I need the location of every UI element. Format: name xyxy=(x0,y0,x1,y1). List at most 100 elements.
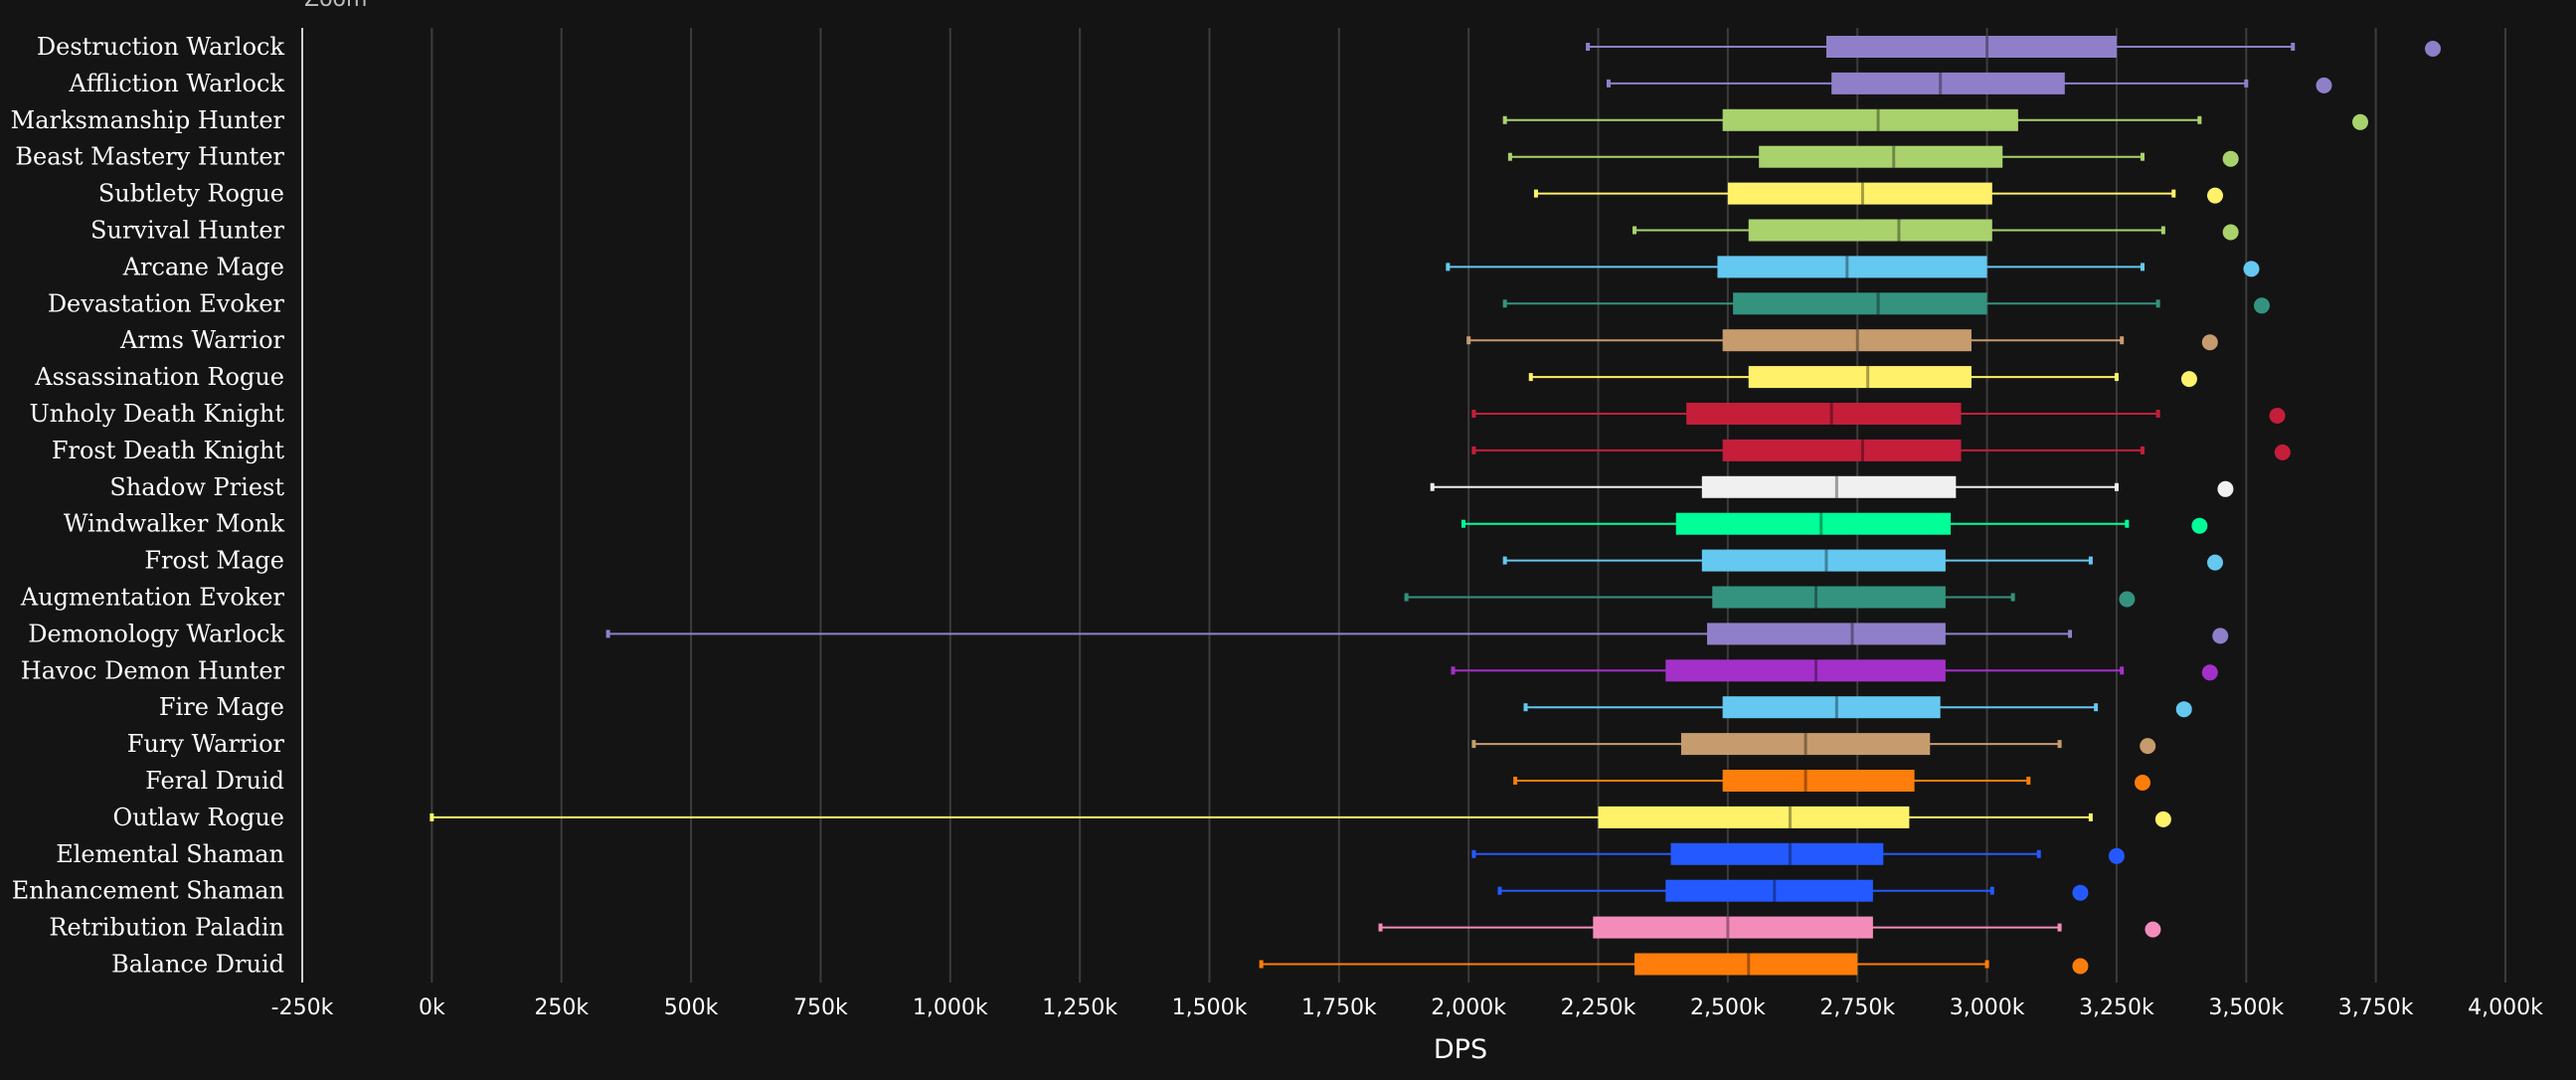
outlier-point[interactable] xyxy=(2145,921,2161,938)
box-group[interactable] xyxy=(429,806,2171,828)
outlier-point[interactable] xyxy=(2175,701,2192,718)
x-tick-label: 1,500k xyxy=(1172,995,1248,1020)
iqr-box[interactable] xyxy=(1701,549,1946,572)
outlier-point[interactable] xyxy=(2140,738,2156,755)
category-label: Arcane Mage xyxy=(122,253,284,280)
outlier-point[interactable] xyxy=(2108,847,2125,864)
category-label: Enhancement Shaman xyxy=(12,877,284,905)
iqr-box[interactable] xyxy=(1733,292,1987,315)
outlier-point[interactable] xyxy=(2253,297,2270,314)
outlier-point[interactable] xyxy=(2180,371,2197,388)
x-tick-label: 2,250k xyxy=(1561,995,1636,1020)
box-group[interactable] xyxy=(1471,439,2291,461)
iqr-box[interactable] xyxy=(1593,916,1873,939)
iqr-box[interactable] xyxy=(1675,512,1952,535)
outlier-point[interactable] xyxy=(2352,113,2369,130)
x-tick-label: 2,750k xyxy=(1819,995,1895,1020)
box-group[interactable] xyxy=(1502,292,2270,315)
iqr-box[interactable] xyxy=(1686,403,1962,425)
zoom-button-label[interactable]: Zoom xyxy=(304,0,367,12)
iqr-box[interactable] xyxy=(1727,182,1992,205)
iqr-box[interactable] xyxy=(1722,770,1915,792)
outlier-point[interactable] xyxy=(2191,517,2208,534)
outlier-point[interactable] xyxy=(2207,187,2224,204)
box-group[interactable] xyxy=(1471,842,2125,865)
category-label: Shadow Priest xyxy=(109,473,284,501)
iqr-box[interactable] xyxy=(1712,586,1946,609)
category-label: Balance Druid xyxy=(111,951,284,979)
x-tick-label: 4,000k xyxy=(2468,995,2543,1020)
x-tick-label: 500k xyxy=(664,995,719,1020)
category-label: Havoc Demon Hunter xyxy=(21,656,285,684)
iqr-box[interactable] xyxy=(1722,439,1962,461)
outlier-point[interactable] xyxy=(2425,41,2442,57)
box-group[interactable] xyxy=(1460,512,2208,535)
iqr-box[interactable] xyxy=(1717,256,1987,278)
box-group[interactable] xyxy=(1471,403,2286,425)
box-group[interactable] xyxy=(1497,879,2089,902)
outlier-point[interactable] xyxy=(2243,261,2260,277)
iqr-box[interactable] xyxy=(1707,623,1946,645)
box-group[interactable] xyxy=(1507,145,2239,168)
iqr-box[interactable] xyxy=(1670,842,1884,865)
outlier-point[interactable] xyxy=(2119,591,2136,608)
category-label: Fire Mage xyxy=(159,693,284,721)
category-labels: Destruction Warlock Affliction Warlock Mar… xyxy=(11,33,285,979)
iqr-box[interactable] xyxy=(1748,366,1972,389)
box-group[interactable] xyxy=(1404,586,2136,609)
iqr-box[interactable] xyxy=(1665,659,1946,682)
iqr-box[interactable] xyxy=(1722,108,2018,131)
outlier-point[interactable] xyxy=(2201,334,2218,351)
box-group[interactable] xyxy=(1259,953,2089,976)
category-label: Elemental Shaman xyxy=(56,840,284,868)
box-group[interactable] xyxy=(1378,916,2161,939)
box-group[interactable] xyxy=(1430,475,2234,498)
box-group[interactable] xyxy=(1502,108,2369,131)
box-group[interactable] xyxy=(1513,770,2151,792)
outlier-point[interactable] xyxy=(2072,884,2089,901)
outlier-point[interactable] xyxy=(2207,554,2224,571)
outlier-point[interactable] xyxy=(2154,810,2171,827)
iqr-box[interactable] xyxy=(1825,36,2117,58)
box-group[interactable] xyxy=(1606,72,2332,94)
box-group[interactable] xyxy=(1446,256,2260,278)
box-group[interactable] xyxy=(1466,329,2218,352)
category-label: Devastation Evoker xyxy=(48,289,285,317)
iqr-box[interactable] xyxy=(1722,696,1941,719)
outlier-point[interactable] xyxy=(2222,150,2239,167)
box-group[interactable] xyxy=(1451,659,2218,682)
box-group[interactable] xyxy=(605,623,2229,645)
outlier-point[interactable] xyxy=(2269,408,2286,424)
box-group[interactable] xyxy=(1523,696,2192,719)
outlier-point[interactable] xyxy=(2135,775,2151,791)
box-group[interactable] xyxy=(1533,182,2224,205)
iqr-box[interactable] xyxy=(1759,145,2003,168)
x-tick-label: 3,750k xyxy=(2338,995,2414,1020)
outlier-point[interactable] xyxy=(2274,444,2291,460)
outlier-point[interactable] xyxy=(2316,77,2332,93)
iqr-box[interactable] xyxy=(1722,329,1972,352)
box-group[interactable] xyxy=(1632,219,2239,242)
x-tick-label: 1,250k xyxy=(1042,995,1117,1020)
iqr-box[interactable] xyxy=(1665,879,1873,902)
iqr-box[interactable] xyxy=(1634,953,1858,976)
category-label: Affliction Warlock xyxy=(68,70,284,97)
iqr-box[interactable] xyxy=(1748,219,1992,242)
outlier-point[interactable] xyxy=(2222,224,2239,241)
box-group[interactable] xyxy=(1586,36,2442,58)
iqr-box[interactable] xyxy=(1831,72,2065,94)
outlier-point[interactable] xyxy=(2072,958,2089,975)
category-label: Survival Hunter xyxy=(90,217,284,245)
outlier-point[interactable] xyxy=(2201,664,2218,681)
box-group[interactable] xyxy=(1471,733,2156,756)
box-group[interactable] xyxy=(1528,366,2197,389)
category-label: Arms Warrior xyxy=(119,326,284,354)
outlier-point[interactable] xyxy=(2217,480,2234,497)
outlier-point[interactable] xyxy=(2212,628,2229,644)
iqr-box[interactable] xyxy=(1701,475,1957,498)
category-label: Retribution Paladin xyxy=(49,914,284,942)
box-group[interactable] xyxy=(1502,549,2224,572)
iqr-box[interactable] xyxy=(1598,806,1910,828)
x-tick-label: 1,750k xyxy=(1301,995,1377,1020)
iqr-box[interactable] xyxy=(1680,733,1931,756)
